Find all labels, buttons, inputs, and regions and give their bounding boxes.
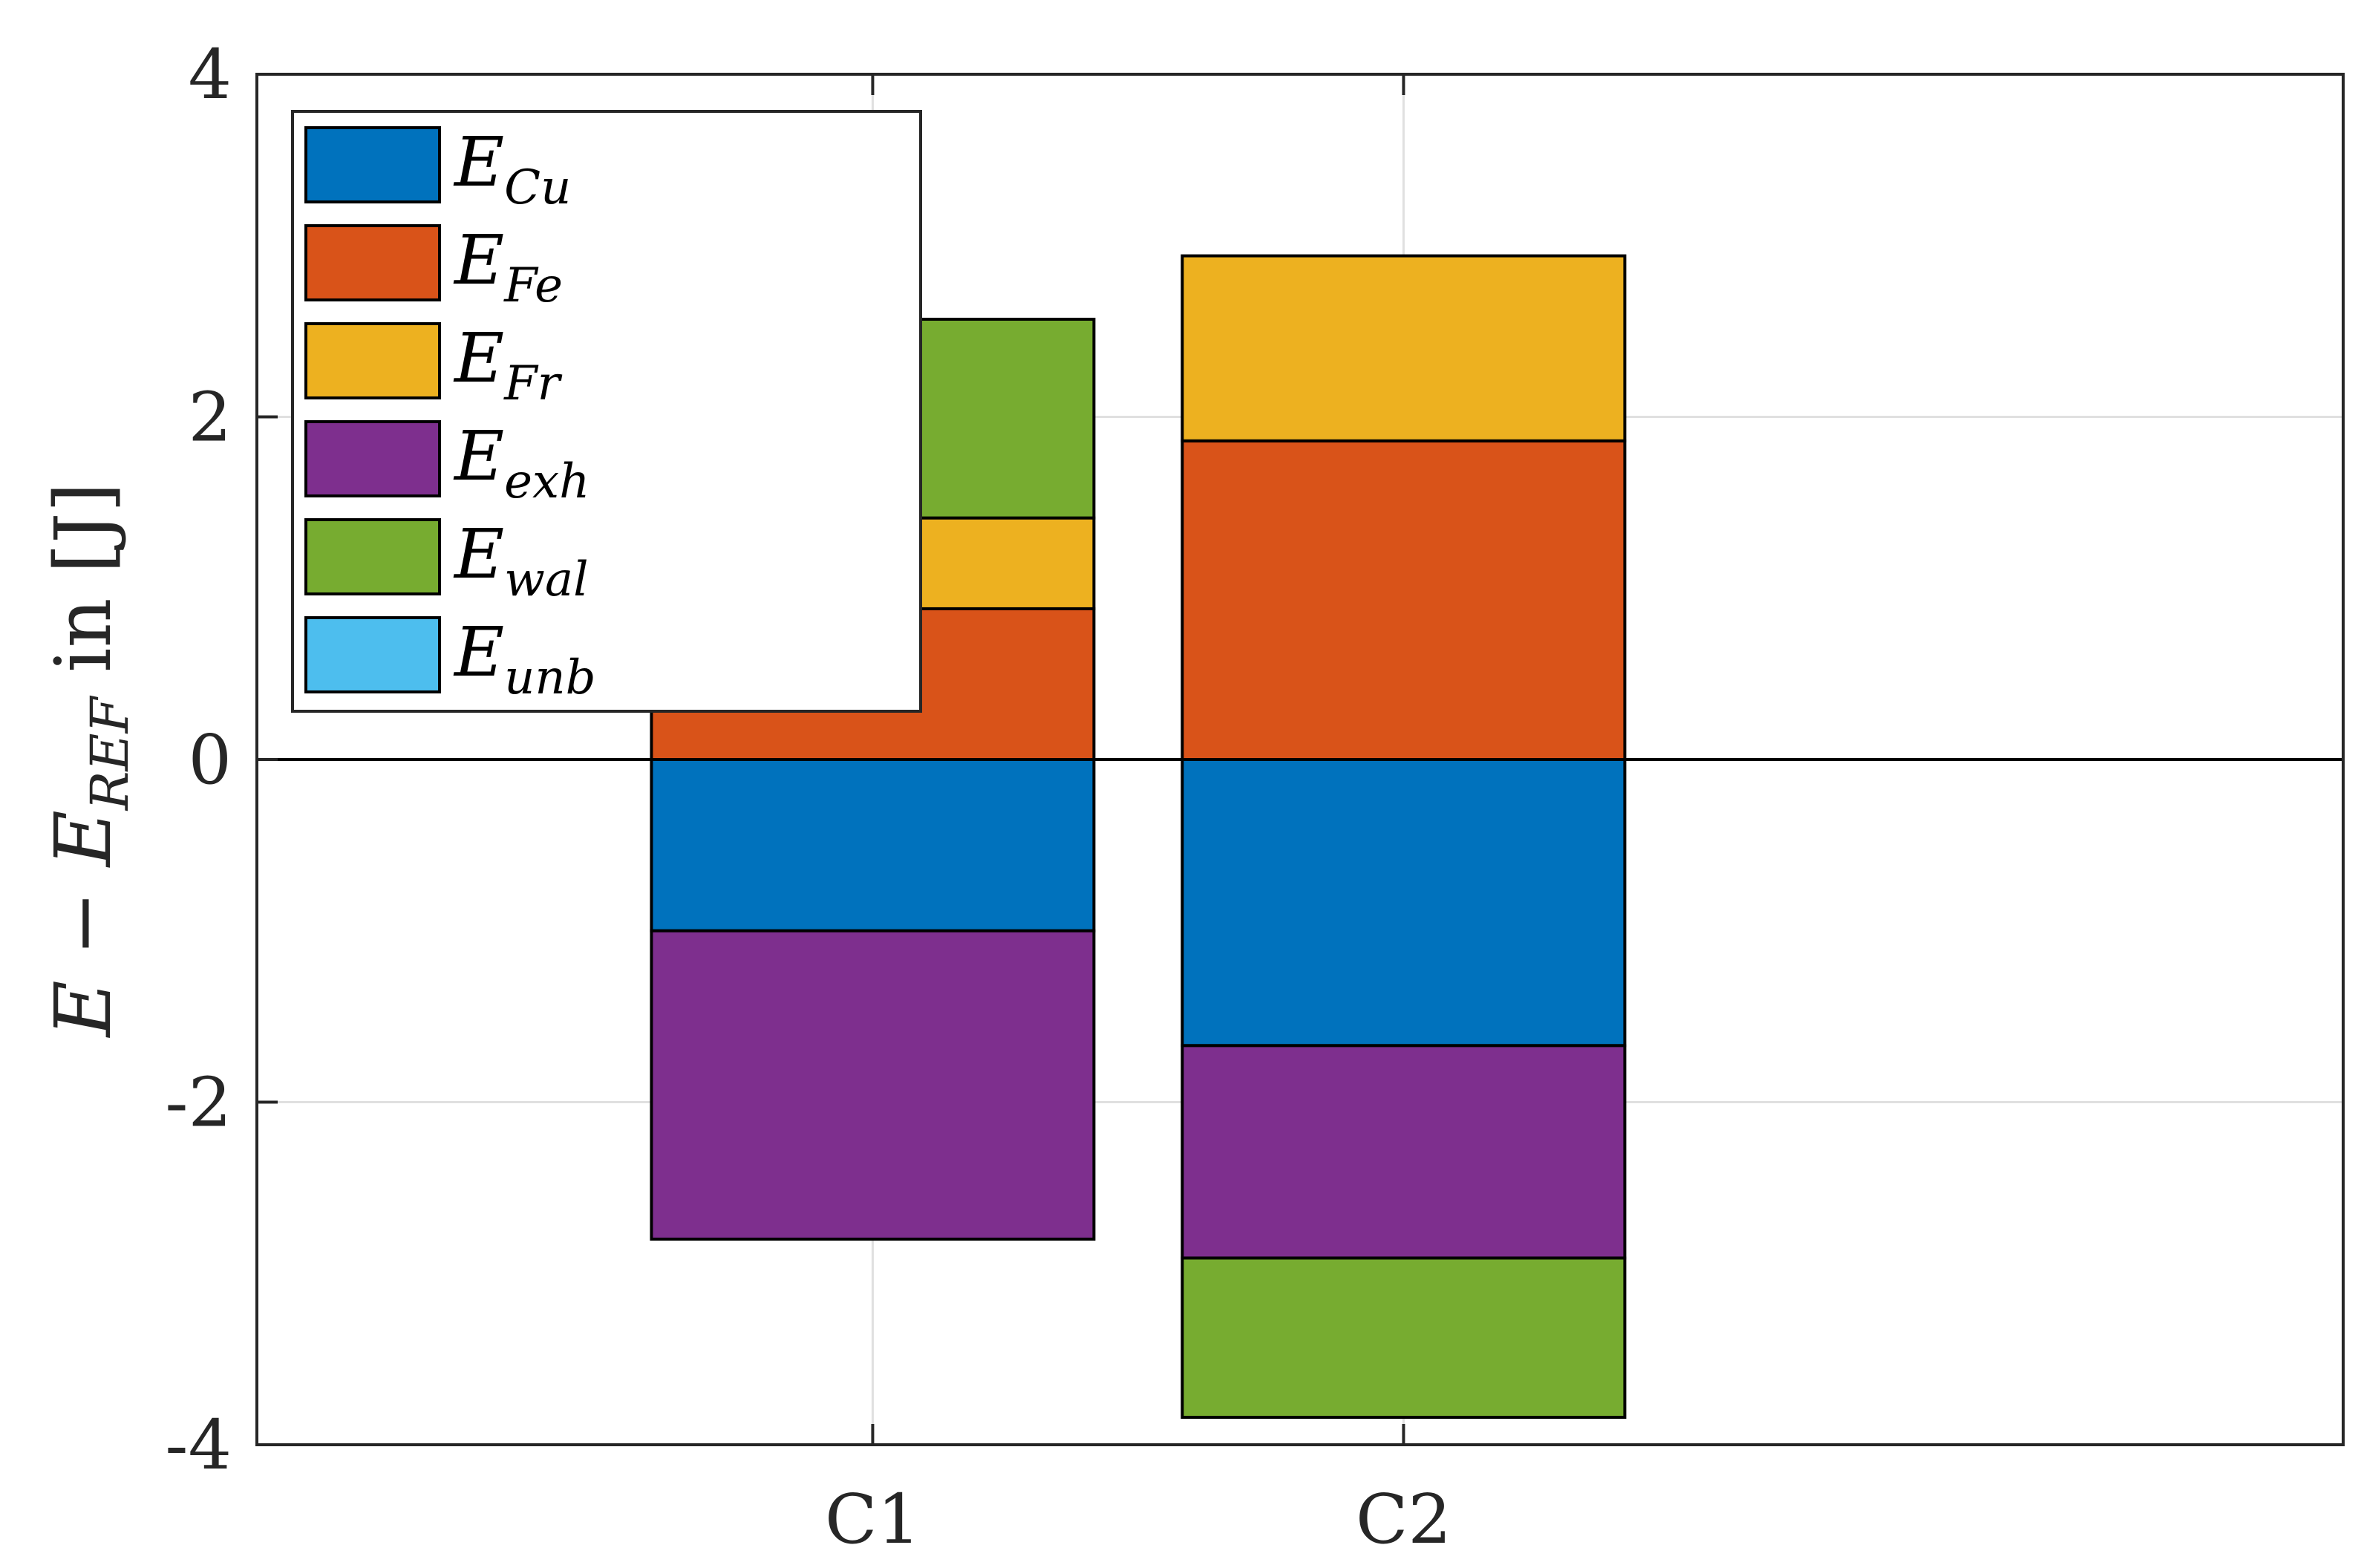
y-axis-label-sub: REF <box>79 695 140 811</box>
svg-text:E − EREF in [J]: E − EREF in [J] <box>38 483 140 1039</box>
legend-label-exh: Eexh <box>453 416 590 509</box>
x-tick-label: C2 <box>1356 1480 1451 1559</box>
bar-C2-E-wal <box>1180 1256 1627 1420</box>
bar-C2-E-exh <box>1180 1044 1627 1260</box>
bar-C2-E-Cu <box>1180 758 1627 1048</box>
y-tick-label: -2 <box>165 1063 232 1143</box>
x-tick-label: C1 <box>825 1480 921 1559</box>
y-tick-label: 2 <box>188 378 232 457</box>
legend-box <box>291 110 922 713</box>
y-axis-label: E − EREF in [J] <box>38 483 140 1039</box>
legend-swatch-Fe <box>304 224 441 301</box>
legend-swatch-Cu <box>304 126 441 203</box>
legend-swatch-Fr <box>304 322 441 399</box>
bar-C2-E-Fr <box>1180 254 1627 442</box>
y-tick-labels: 4 2 0 -2 -4 <box>165 35 232 1485</box>
y-tick-label: 4 <box>188 35 232 114</box>
y-tick-label: 0 <box>188 720 232 800</box>
y-tick-label: -4 <box>165 1405 232 1485</box>
tick-marks <box>257 73 1405 1446</box>
y-axis-label-rest: in [J] <box>38 483 128 697</box>
legend-swatch-exh <box>304 420 441 497</box>
legend-swatch-wal <box>304 518 441 595</box>
bar-C1-E-Cu <box>650 758 1096 932</box>
legend-swatch-unb <box>304 616 441 693</box>
x-tick-labels: C1 C2 <box>825 1480 1451 1559</box>
legend-label-unb: Eunb <box>453 612 596 705</box>
legend-label-wal: Ewal <box>453 514 589 607</box>
bar-C2-E-Fe <box>1180 439 1627 761</box>
legend-label-Cu: ECu <box>453 122 571 215</box>
legend-label-Fr: EFr <box>453 318 563 411</box>
legend-label-Fe: EFe <box>453 220 563 313</box>
y-axis-label-main: E − E <box>38 810 128 1038</box>
bar-C1-E-exh <box>650 929 1096 1241</box>
